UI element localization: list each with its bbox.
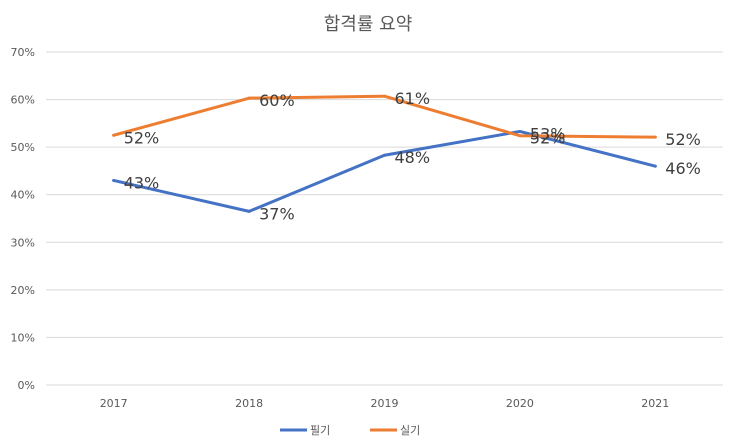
data-label: 52% — [530, 129, 566, 148]
chart-title: 합격률 요약 — [324, 14, 413, 35]
data-label: 52% — [665, 130, 701, 149]
data-label: 46% — [665, 159, 701, 178]
data-label: 43% — [124, 173, 160, 192]
x-tick-label: 2018 — [235, 397, 263, 410]
x-tick-label: 2020 — [506, 397, 534, 410]
data-label: 52% — [124, 128, 160, 147]
data-point — [518, 134, 522, 138]
data-point — [383, 153, 386, 157]
gridlines — [46, 51, 723, 386]
legend-item: 필기 — [280, 424, 330, 437]
data-point — [247, 96, 251, 100]
y-tick-label: 20% — [11, 284, 35, 297]
data-point — [112, 178, 116, 182]
legend-label: 실기 — [400, 424, 420, 437]
y-tick-label: 40% — [11, 189, 35, 202]
data-point — [112, 133, 116, 137]
y-axis-ticks: 0% 10% 20% 30% 40% 50% 60% 70% — [11, 46, 35, 392]
legend: 필기 실기 — [280, 424, 420, 437]
data-labels: 43% 37% 48% 53% 46% 52% 60% 61% 52% 52% — [124, 89, 701, 223]
y-tick-label: 30% — [11, 236, 35, 249]
x-axis-ticks: 2017 2018 2019 2020 2021 — [100, 397, 670, 410]
y-tick-label: 70% — [11, 46, 35, 59]
y-tick-label: 50% — [11, 141, 35, 154]
x-tick-label: 2017 — [100, 397, 128, 410]
data-point — [247, 209, 251, 213]
data-label: 61% — [395, 89, 431, 108]
data-point — [518, 129, 522, 133]
data-label: 60% — [259, 91, 295, 110]
data-point — [653, 135, 657, 139]
x-tick-label: 2021 — [641, 397, 669, 410]
series-lines — [112, 94, 657, 213]
y-tick-label: 60% — [11, 94, 35, 107]
x-tick-label: 2019 — [371, 397, 399, 410]
data-label: 37% — [259, 204, 295, 223]
legend-item: 실기 — [370, 424, 420, 437]
y-tick-label: 10% — [11, 331, 35, 344]
data-label: 53% — [530, 124, 566, 143]
y-tick-label: 0% — [18, 379, 35, 392]
data-label: 48% — [395, 148, 431, 167]
data-point — [653, 164, 657, 168]
data-point — [383, 94, 386, 98]
legend-label: 필기 — [310, 424, 330, 437]
series-line-1 — [112, 129, 657, 213]
series-line-2 — [112, 94, 657, 139]
